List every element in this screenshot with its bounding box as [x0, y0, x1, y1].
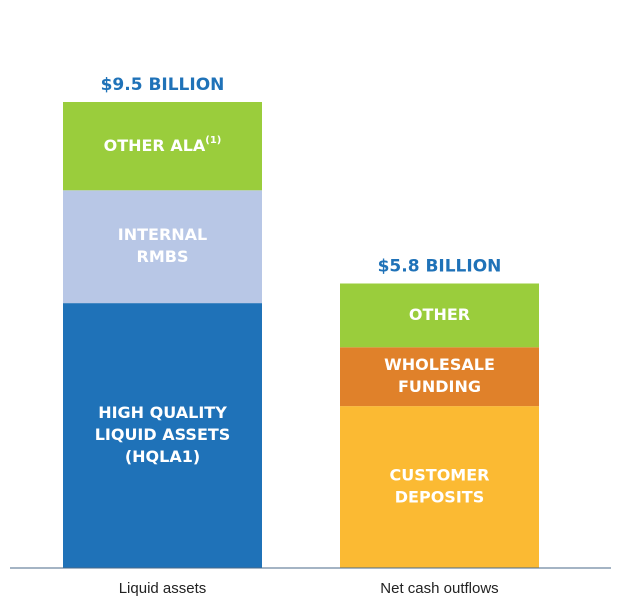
x-tick-label: Liquid assets	[119, 580, 207, 596]
segment-label: OTHER ALA(1)	[104, 135, 222, 155]
segment-label: HIGH QUALITY	[98, 403, 227, 422]
segment-label: LIQUID ASSETS	[95, 425, 231, 444]
segment-label: WHOLESALE	[384, 355, 495, 374]
segment-label: CUSTOMER	[390, 466, 490, 485]
bar-segment	[340, 347, 539, 407]
x-tick-label: Net cash outflows	[380, 580, 498, 596]
total-label: $9.5 BILLION	[101, 75, 225, 95]
bar-segment	[340, 283, 539, 348]
bar-segment	[63, 102, 262, 191]
segment-label: DEPOSITS	[395, 488, 484, 507]
bar-segment	[63, 303, 262, 568]
segment-label: INTERNAL	[118, 225, 207, 244]
segment-label-text: OTHER ALA	[104, 136, 206, 155]
segment-label: OTHER	[409, 305, 470, 324]
footnote-marker: (1)	[205, 135, 221, 146]
total-label: $5.8 BILLION	[378, 256, 502, 276]
bar-segment	[340, 406, 539, 568]
segment-label: FUNDING	[398, 377, 481, 396]
bar-segment	[63, 190, 262, 304]
segment-label: (HQLA1)	[125, 447, 200, 466]
segment-label: RMBS	[137, 247, 189, 266]
